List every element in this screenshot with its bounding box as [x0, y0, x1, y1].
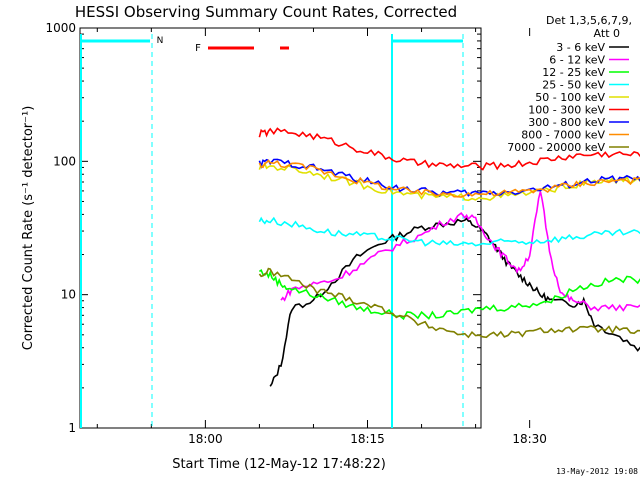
x-tick-label: 18:15: [350, 432, 385, 446]
y-tick-label: 10: [61, 288, 76, 302]
x-axis-label: Start Time (12-May-12 17:48:22): [172, 457, 386, 472]
legend-label: 6 - 12 keV: [549, 54, 605, 67]
series-line-1: [269, 217, 640, 387]
flag-n-label: N: [157, 36, 164, 46]
x-tick-label: 18:30: [512, 432, 547, 446]
y-tick-label: 100: [53, 154, 76, 168]
legend-label: 100 - 300 keV: [528, 104, 605, 117]
timestamp: 13-May-2012 19:08: [556, 467, 638, 476]
series-line-4: [258, 216, 640, 247]
series-line-7: [258, 158, 640, 197]
flag-f-label: F: [195, 43, 201, 54]
series-line-2: [280, 191, 640, 312]
legend-label: 300 - 800 keV: [528, 116, 605, 129]
y-axis: 1 10 100 1000: [45, 21, 481, 435]
legend-header-1: Det 1,3,5,6,7,9,: [546, 14, 632, 27]
series-line-9: [258, 267, 640, 339]
legend-label: 12 - 25 keV: [542, 66, 605, 79]
legend-label: 7000 - 20000 keV: [507, 141, 605, 154]
chart-title: HESSI Observing Summary Count Rates, Cor…: [75, 3, 457, 21]
series-lines: [258, 127, 640, 387]
legend-label: 25 - 50 keV: [542, 79, 605, 92]
y-tick-label: 1: [68, 421, 76, 435]
y-axis-label: Corrected Count Rate (s⁻¹ detector⁻¹): [21, 106, 36, 351]
series-line-3: [258, 268, 640, 321]
legend-label: 50 - 100 keV: [535, 91, 605, 104]
legend-label: 800 - 7000 keV: [521, 129, 605, 142]
y-tick-label: 1000: [45, 21, 76, 35]
series-line-8: [258, 159, 640, 198]
x-tick-label: 18:00: [188, 432, 223, 446]
legend-label: 3 - 6 keV: [556, 41, 605, 54]
series-line-6: [258, 127, 640, 171]
legend-header-2: Att 0: [594, 27, 620, 40]
plot-frame: [79, 27, 482, 429]
observing-markers: [80, 34, 464, 428]
